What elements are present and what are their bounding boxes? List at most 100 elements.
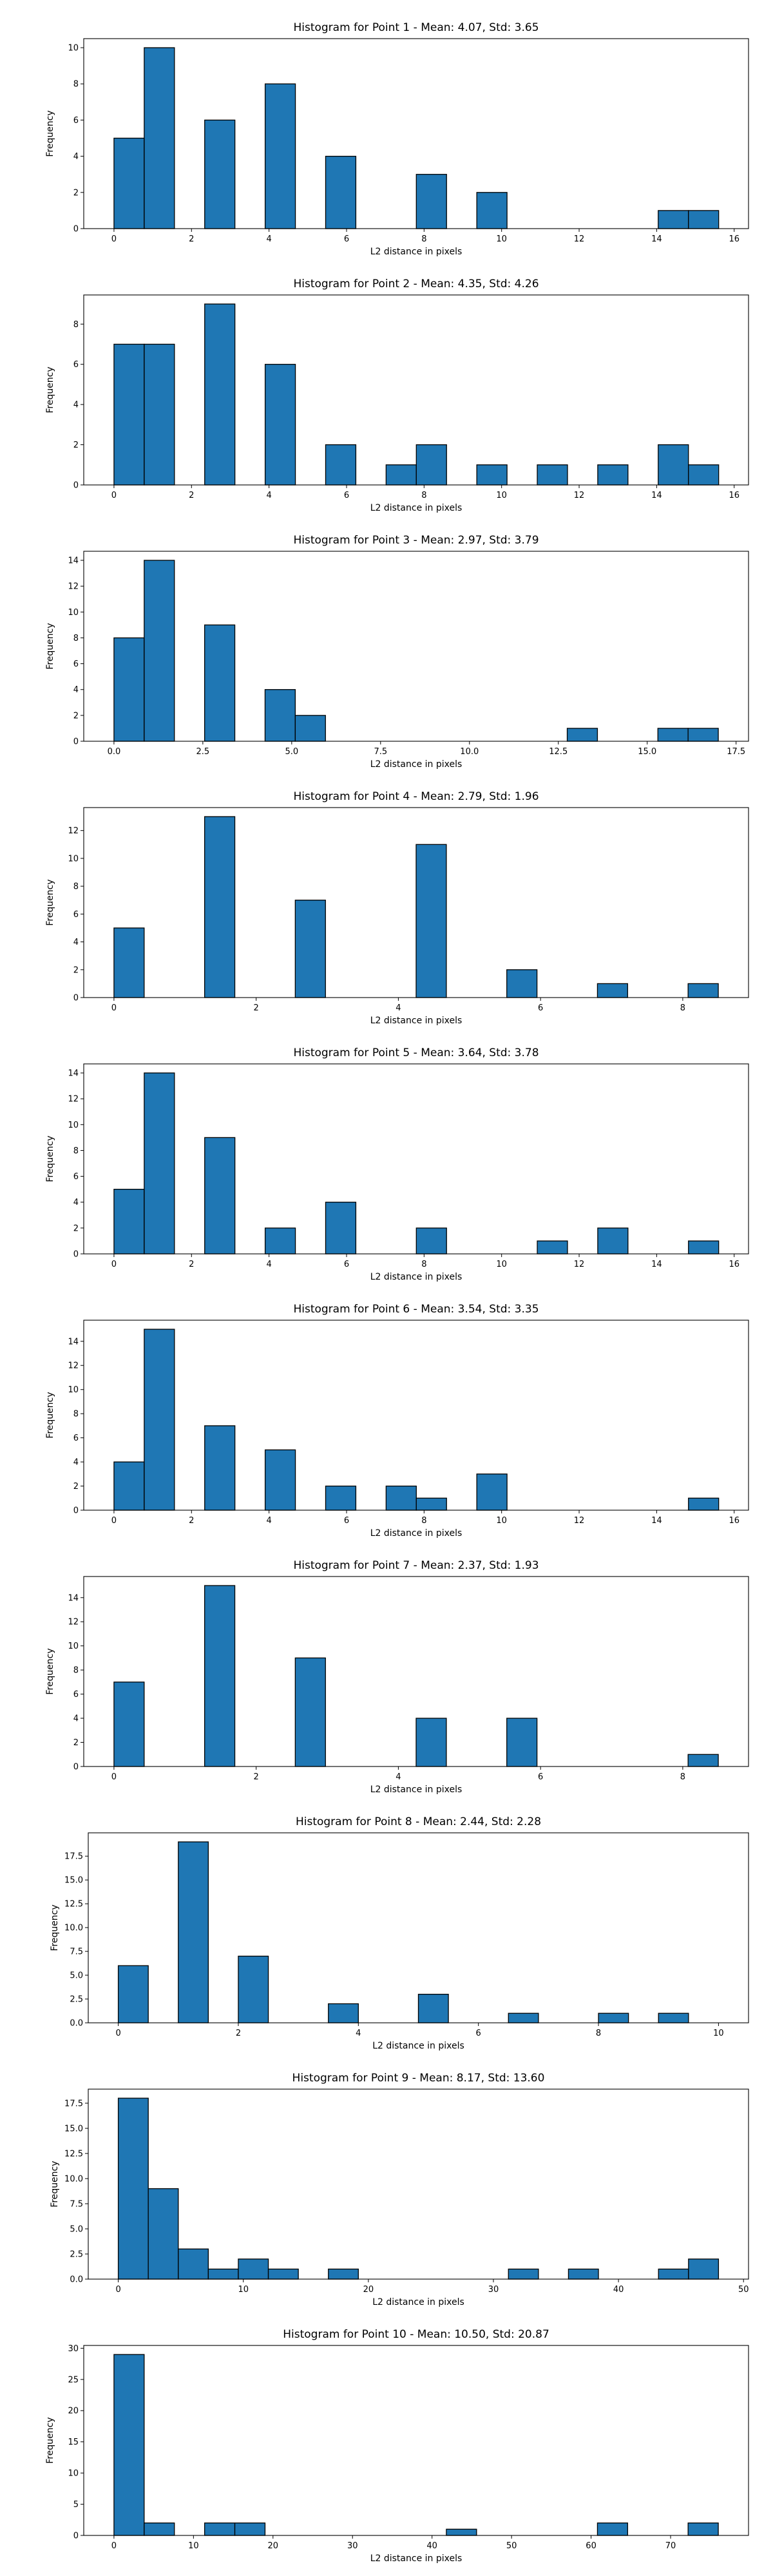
- histogram-panel-5: Histogram for Point 5 - Mean: 3.64, Std:…: [45, 1046, 749, 1282]
- histogram-bar: [117, 1965, 149, 2023]
- histogram-bar: [264, 364, 296, 486]
- histogram-bar: [144, 560, 175, 742]
- histogram-panel-2: Histogram for Point 2 - Mean: 4.35, Std:…: [45, 278, 749, 513]
- chart-title: Histogram for Point 5 - Mean: 3.64, Std:…: [293, 1046, 539, 1059]
- histogram-bar: [688, 464, 720, 486]
- x-tick-label: 17.5: [727, 747, 745, 757]
- histogram-bar: [415, 174, 447, 229]
- x-tick-label: 6: [344, 1260, 349, 1269]
- x-tick-label: 4: [356, 2029, 361, 2038]
- y-tick-label: 6: [73, 1434, 79, 1443]
- y-tick-label: 10: [68, 1385, 79, 1395]
- histogram-bar: [596, 983, 629, 998]
- histogram-bar: [113, 137, 145, 229]
- x-tick-label: 60: [586, 2541, 596, 2551]
- histogram-panel-3: Histogram for Point 3 - Mean: 2.97, Std:…: [45, 534, 749, 770]
- histogram-bar: [658, 2268, 689, 2280]
- histogram-bar: [688, 210, 720, 229]
- histogram-bar: [415, 444, 447, 486]
- histogram-panel-10: Histogram for Point 10 - Mean: 10.50, St…: [45, 2328, 749, 2564]
- x-tick-label: 8: [680, 1003, 685, 1013]
- x-tick-label: 7.5: [374, 747, 387, 757]
- x-tick-label: 10: [713, 2029, 724, 2038]
- y-tick-label: 30: [68, 2344, 79, 2354]
- y-axis-label: Frequency: [45, 623, 55, 669]
- histogram-bar: [596, 2522, 629, 2536]
- chart-title: Histogram for Point 1 - Mean: 4.07, Std:…: [293, 21, 539, 34]
- y-tick-label: 6: [73, 659, 79, 669]
- y-tick-label: 0.0: [70, 2275, 83, 2285]
- histogram-bar: [144, 1072, 175, 1255]
- histogram-bar: [117, 2098, 149, 2280]
- axes-frame: [83, 807, 749, 998]
- histogram-bar: [234, 2522, 266, 2536]
- x-tick-label: 2: [189, 1516, 194, 1526]
- histogram-bar: [415, 844, 447, 998]
- x-tick-label: 14: [651, 1260, 662, 1269]
- y-tick-label: 7.5: [70, 1947, 83, 1957]
- y-axis-label: Frequency: [45, 110, 55, 156]
- y-tick-label: 14: [68, 1069, 79, 1079]
- x-axis-label: L2 distance in pixels: [372, 2041, 464, 2051]
- histogram-bar: [385, 1485, 417, 1511]
- histogram-bar: [597, 1227, 629, 1255]
- y-tick-label: 4: [73, 152, 79, 162]
- histogram-bar: [113, 1461, 145, 1511]
- x-tick-label: 2: [254, 1772, 259, 1782]
- x-tick-label: 8: [421, 1260, 426, 1269]
- histogram-bar: [144, 1329, 175, 1511]
- histogram-bar: [328, 2268, 359, 2280]
- x-tick-label: 12: [574, 1516, 585, 1526]
- x-axis-label: L2 distance in pixels: [370, 1272, 463, 1282]
- y-tick-label: 2: [73, 711, 79, 721]
- histogram-bar: [294, 715, 326, 742]
- y-tick-label: 0: [73, 994, 79, 1003]
- y-tick-label: 4: [73, 1198, 79, 1208]
- histogram-bar: [178, 2248, 209, 2280]
- y-tick-label: 5: [73, 2500, 79, 2510]
- histogram-bar: [476, 1473, 508, 1511]
- y-tick-label: 8: [73, 80, 79, 90]
- y-tick-label: 20: [68, 2407, 79, 2416]
- y-tick-label: 8: [73, 1410, 79, 1419]
- y-tick-label: 0: [73, 1250, 79, 1260]
- x-tick-label: 0: [111, 1772, 117, 1782]
- x-tick-label: 14: [651, 491, 662, 500]
- y-tick-label: 0.0: [70, 2019, 83, 2029]
- histogram-bar: [204, 303, 236, 486]
- histogram-bar: [476, 464, 508, 486]
- x-tick-label: 70: [665, 2541, 676, 2551]
- histogram-bar: [204, 1425, 236, 1511]
- histogram-bar: [657, 728, 689, 742]
- x-tick-label: 0.0: [108, 747, 121, 757]
- axes-frame: [83, 1320, 749, 1511]
- x-tick-label: 8: [680, 1772, 685, 1782]
- x-tick-label: 0: [111, 1516, 117, 1526]
- y-tick-label: 12: [68, 826, 79, 836]
- x-tick-label: 6: [476, 2029, 481, 2038]
- histogram-bar: [238, 2259, 269, 2280]
- y-tick-label: 4: [73, 1458, 79, 1468]
- histogram-bar: [264, 689, 296, 742]
- histogram-bar: [658, 444, 689, 486]
- histogram-bar: [113, 1189, 145, 1255]
- y-tick-label: 17.5: [64, 2099, 83, 2108]
- y-tick-label: 0: [73, 225, 79, 234]
- x-tick-label: 40: [426, 2541, 437, 2551]
- x-tick-label: 2: [189, 234, 194, 244]
- histogram-bar: [568, 2268, 599, 2280]
- x-axis-label: L2 distance in pixels: [370, 2553, 463, 2564]
- histogram-bar: [113, 927, 145, 998]
- y-tick-label: 14: [68, 1337, 79, 1347]
- histogram-bar: [687, 983, 719, 998]
- x-tick-label: 6: [538, 1003, 543, 1013]
- x-tick-label: 4: [266, 491, 271, 500]
- y-tick-label: 15.0: [64, 2124, 83, 2134]
- y-tick-label: 2: [73, 1738, 79, 1748]
- y-tick-label: 10: [68, 2469, 79, 2479]
- chart-title: Histogram for Point 10 - Mean: 10.50, St…: [283, 2328, 549, 2341]
- histogram-bar: [144, 343, 175, 486]
- y-tick-label: 2: [73, 440, 79, 450]
- x-tick-label: 10: [188, 2541, 199, 2551]
- y-tick-label: 2: [73, 965, 79, 975]
